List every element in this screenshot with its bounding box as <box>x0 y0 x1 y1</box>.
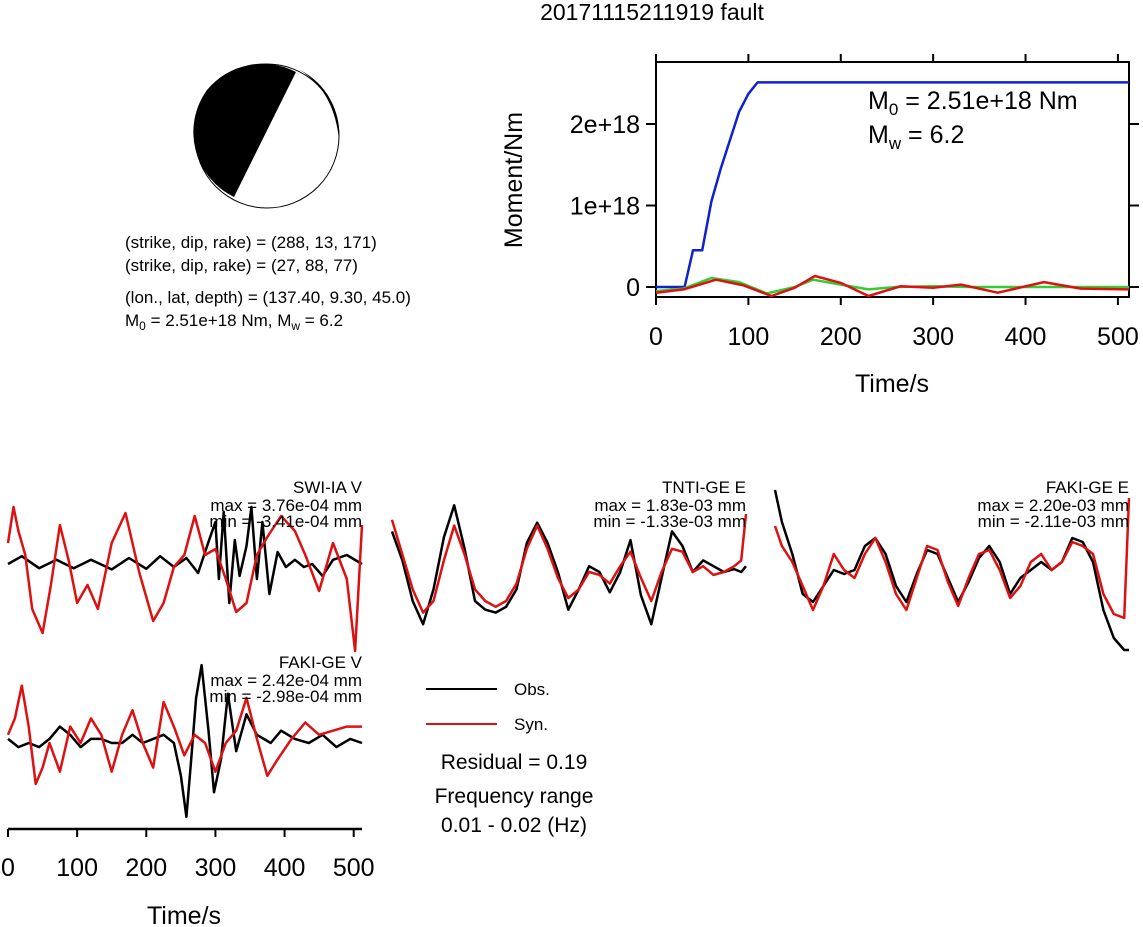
residual-text: Residual = 0.19 <box>441 751 588 774</box>
legend-syn-label: Syn. <box>514 715 548 734</box>
moment-x-tick-label: 500 <box>1097 323 1139 351</box>
moment-m0-label: M0 = 2.51e+18 Nm <box>868 87 1078 119</box>
moment-mw-label: Mw = 6.2 <box>868 121 964 153</box>
figure-title: 20171115211919 fault <box>540 0 764 25</box>
moment-series <box>655 81 1130 298</box>
waveform-station-label: FAKI-GE E <box>1046 478 1129 497</box>
waveform-x-tick-label: 200 <box>125 854 167 882</box>
waveform-max-label: max = 3.76e-04 mm <box>210 496 362 515</box>
synthetic-waveform <box>390 513 748 614</box>
waveform-max-label: max = 1.83e-03 mm <box>594 496 746 515</box>
moment-y-tick-label: 0 <box>626 274 640 302</box>
waveform-x-tick-label: 400 <box>264 854 306 882</box>
observed-waveform <box>7 505 363 605</box>
waveform-x-tick-label: 100 <box>56 854 98 882</box>
legend: Obs. Syn. <box>426 680 550 734</box>
moment-x-tick-label: 100 <box>728 323 770 351</box>
waveform-x-tick-label: 500 <box>333 854 375 882</box>
moment-x-axis: 0 100 200 300 400 500 <box>649 54 1139 351</box>
moment-y-axis: 0 1e+18 2e+18 <box>570 111 1139 302</box>
moment-x-tick-label: 400 <box>1005 323 1047 351</box>
frequency-range-title: Frequency range <box>435 785 594 808</box>
waveform-min-label: min = -2.98e-04 mm <box>209 687 362 706</box>
mechanism-info: (strike, dip, rake) = (288, 13, 171) (st… <box>125 233 411 333</box>
mechanism-line-1: (strike, dip, rake) = (288, 13, 171) <box>125 233 377 252</box>
synthetic-waveform <box>6 684 362 786</box>
moment-x-tick-label: 200 <box>820 323 862 351</box>
waveform-station-label: FAKI-GE V <box>279 653 363 672</box>
moment-chart: 0 1e+18 2e+18 0 100 200 300 400 500 Moment/Nm T… <box>500 54 1139 398</box>
moment-y-tick-label: 1e+18 <box>570 193 640 221</box>
synthetic-waveform <box>6 505 364 653</box>
waveform-station-label: SWI-IA V <box>293 478 363 497</box>
beach-ball <box>193 63 340 209</box>
legend-obs-label: Obs. <box>514 680 550 699</box>
observed-waveform <box>7 663 363 819</box>
waveform-min-label: min = -1.33e-03 mm <box>593 512 746 531</box>
moment-series-blue <box>656 81 1129 289</box>
waveform-min-label: min = -2.11e-03 mm <box>978 512 1129 531</box>
mechanism-line-2: (strike, dip, rake) = (27, 88, 77) <box>125 256 358 275</box>
waveform-max-label: max = 2.42e-04 mm <box>210 671 362 690</box>
waveform-x-tick-label: 0 <box>1 854 15 882</box>
observed-waveform <box>773 489 1129 652</box>
moment-plot-frame <box>655 61 1130 298</box>
frequency-range-value: 0.01 - 0.02 (Hz) <box>441 814 587 837</box>
waveform-max-label: max = 2.20e-03 mm <box>977 496 1129 515</box>
waveform-x-axis-label: Time/s <box>147 902 221 927</box>
beach-ball-compressional-sliver <box>300 70 340 140</box>
waveform-min-label: min = -3.41e-04 mm <box>209 512 362 531</box>
synthetic-waveform <box>773 497 1131 620</box>
waveform-x-axis: 0 100 200 300 400 500 <box>1 827 375 882</box>
moment-x-tick-label: 300 <box>912 323 954 351</box>
moment-y-axis-label: Moment/Nm <box>500 112 528 248</box>
mechanism-moment-line: M0 = 2.51e+18 Nm, Mw = 6.2 <box>125 311 343 333</box>
moment-x-tick-label: 0 <box>649 323 663 351</box>
moment-x-axis-label: Time/s <box>855 370 929 398</box>
moment-series-red <box>655 274 1130 298</box>
mechanism-line-3: (lon., lat, depth) = (137.40, 9.30, 45.0… <box>125 288 411 307</box>
waveform-station-label: TNTI-GE E <box>662 478 746 497</box>
beach-ball-compressional-quadrant <box>193 63 296 197</box>
moment-y-tick-label: 2e+18 <box>570 111 640 139</box>
waveform-x-tick-label: 300 <box>195 854 237 882</box>
